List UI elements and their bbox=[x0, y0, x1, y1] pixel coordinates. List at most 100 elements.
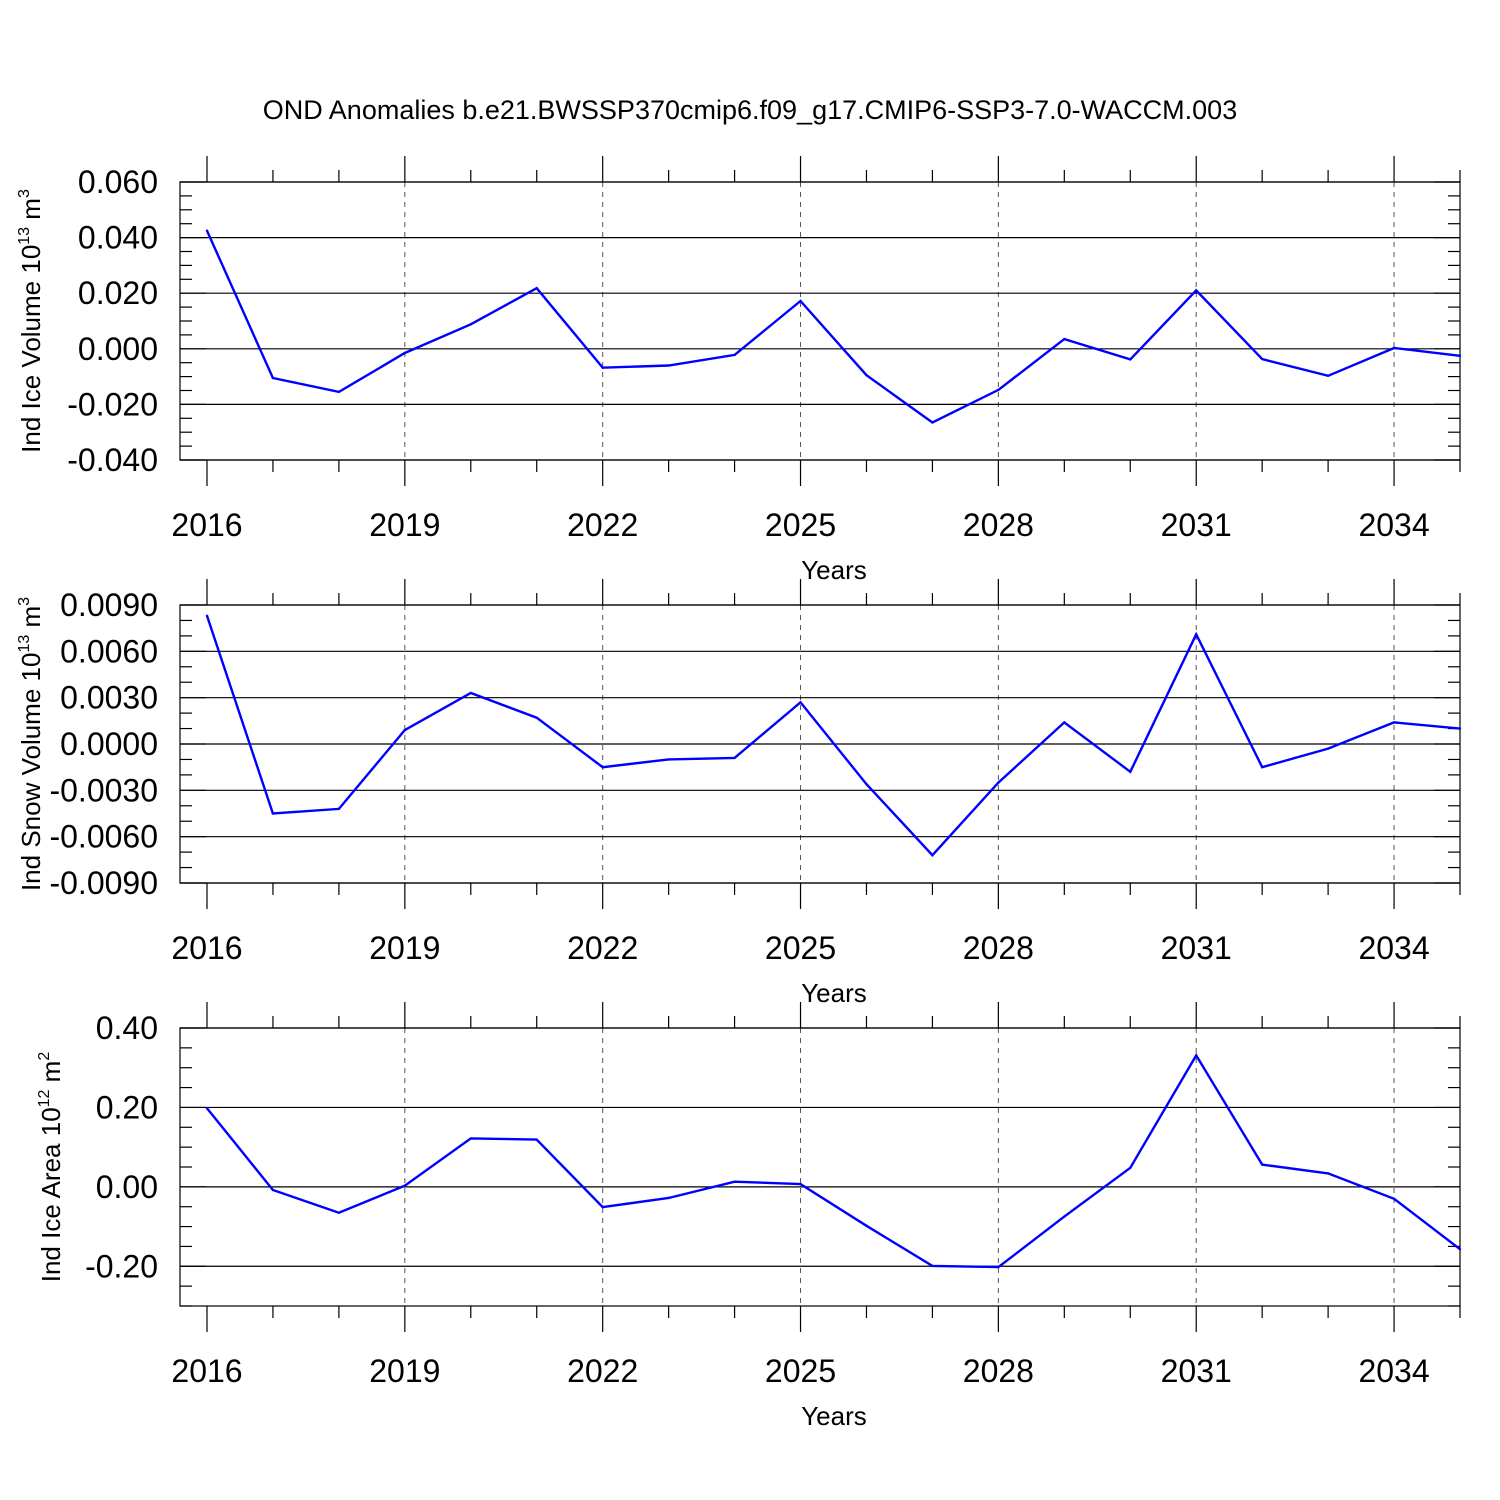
data-point bbox=[997, 1265, 1000, 1269]
data-point bbox=[601, 1205, 604, 1209]
y-axis-label: Ind Snow Volume 1013 m3 bbox=[16, 597, 46, 891]
data-point bbox=[733, 353, 736, 357]
data-point bbox=[337, 390, 341, 394]
data-point bbox=[601, 765, 604, 769]
y-tick-label: 0.20 bbox=[96, 1089, 158, 1125]
data-point bbox=[1392, 1197, 1396, 1200]
data-point bbox=[799, 1182, 802, 1186]
data-point bbox=[1458, 727, 1462, 730]
data-point bbox=[271, 1188, 275, 1192]
data-point bbox=[1326, 374, 1330, 377]
x-axis-label: Years bbox=[801, 555, 867, 585]
x-tick-label: 2034 bbox=[1358, 930, 1429, 966]
data-point bbox=[667, 1196, 670, 1200]
x-tick-label: 2019 bbox=[369, 1353, 440, 1389]
panel-2: 2016 2019 2022 2025 2028 2031 2034 -0.0090 -0.00… bbox=[16, 579, 1462, 1008]
data-point bbox=[1458, 354, 1462, 357]
data-point bbox=[1129, 1166, 1132, 1169]
y-tick-label: 0.020 bbox=[78, 275, 158, 311]
y-axis-label-unit: m bbox=[36, 1061, 66, 1090]
y-tick-label: -0.0030 bbox=[49, 772, 158, 808]
data-point bbox=[271, 812, 275, 815]
panel-1: 2016 2019 2022 2025 2028 2031 2034 -0.040 -0.020… bbox=[16, 156, 1462, 585]
data-point bbox=[1260, 1163, 1264, 1166]
data-point bbox=[469, 323, 472, 326]
y-tick-label: 0.0030 bbox=[60, 680, 158, 716]
y-tick-label: -0.0090 bbox=[49, 865, 158, 901]
data-point bbox=[337, 1211, 341, 1214]
data-point bbox=[205, 1107, 209, 1110]
data-point bbox=[403, 1184, 407, 1187]
x-tick-label: 2034 bbox=[1358, 1353, 1429, 1389]
x-axis-label: Years bbox=[801, 978, 867, 1008]
data-point bbox=[865, 782, 868, 786]
y-tick-label: 0.0000 bbox=[60, 726, 158, 762]
x-tick-label: 2016 bbox=[171, 507, 242, 543]
data-point bbox=[931, 421, 934, 424]
data-point bbox=[865, 1224, 868, 1227]
y-tick-label: 0.000 bbox=[78, 331, 158, 367]
data-point bbox=[667, 758, 670, 761]
x-tick-label: 2031 bbox=[1161, 507, 1232, 543]
series-line bbox=[206, 1053, 1461, 1269]
x-tick-label: 2028 bbox=[963, 1353, 1034, 1389]
data-point bbox=[271, 376, 275, 380]
y-axis-label: Ind Ice Volume 1013 m3 bbox=[16, 189, 46, 453]
data-point bbox=[1195, 1054, 1198, 1057]
data-point bbox=[1260, 357, 1264, 361]
data-point bbox=[1063, 1215, 1066, 1218]
data-point bbox=[1392, 721, 1396, 724]
data-point bbox=[1063, 721, 1066, 724]
y-tick-label: -0.040 bbox=[67, 442, 158, 478]
data-point bbox=[205, 229, 209, 232]
x-tick-label: 2019 bbox=[369, 507, 440, 543]
x-tick-label: 2016 bbox=[171, 1353, 242, 1389]
y-axis-label-exponent: 12 bbox=[36, 1089, 53, 1107]
x-tick-label: 2019 bbox=[369, 930, 440, 966]
x-tick-label: 2034 bbox=[1358, 507, 1429, 543]
data-point bbox=[535, 286, 538, 290]
data-point bbox=[1260, 765, 1264, 769]
data-point bbox=[799, 701, 802, 704]
data-point bbox=[403, 351, 407, 355]
x-tick-label: 2022 bbox=[567, 930, 638, 966]
series-line bbox=[205, 230, 1461, 424]
y-tick-label: -0.0060 bbox=[49, 819, 158, 855]
data-point bbox=[535, 716, 538, 719]
data-point bbox=[1129, 358, 1132, 361]
x-tick-label: 2025 bbox=[765, 1353, 836, 1389]
data-point bbox=[337, 807, 341, 811]
x-tick-label: 2022 bbox=[567, 1353, 638, 1389]
y-tick-label: 0.040 bbox=[78, 220, 158, 256]
x-tick-label: 2025 bbox=[765, 507, 836, 543]
y-axis-label: Ind Ice Area 1012 m2 bbox=[36, 1052, 66, 1283]
data-point bbox=[535, 1138, 538, 1141]
data-point bbox=[601, 366, 604, 369]
data-point bbox=[799, 299, 802, 303]
data-point bbox=[733, 756, 736, 760]
series-line bbox=[205, 615, 1461, 857]
data-point bbox=[1195, 289, 1198, 292]
data-point bbox=[667, 364, 670, 367]
y-tick-label: 0.40 bbox=[96, 1010, 158, 1046]
y-tick-label: 0.0090 bbox=[60, 587, 158, 623]
data-point bbox=[997, 781, 1000, 784]
y-axis-label-main: Ind Ice Area 10 bbox=[36, 1107, 66, 1282]
panels: 2016 2019 2022 2025 2028 2031 2034 -0.040 -0.020… bbox=[16, 156, 1462, 1431]
x-tick-label: 2016 bbox=[171, 930, 242, 966]
x-tick-label: 2031 bbox=[1161, 1353, 1232, 1389]
y-tick-label: 0.0060 bbox=[60, 633, 158, 669]
x-tick-label: 2022 bbox=[567, 507, 638, 543]
y-axis-label-unit-exponent: 3 bbox=[16, 597, 33, 606]
figure-title: OND Anomalies b.e21.BWSSP370cmip6.f09_g1… bbox=[263, 95, 1237, 125]
y-axis-label-main: Ind Ice Volume 10 bbox=[16, 245, 46, 453]
data-point bbox=[1392, 346, 1396, 350]
x-tick-label: 2031 bbox=[1161, 930, 1232, 966]
y-axis-label-exponent: 13 bbox=[16, 635, 33, 653]
y-axis-label-unit: m bbox=[16, 606, 46, 635]
data-point bbox=[1458, 1248, 1462, 1251]
y-tick-label: 0.00 bbox=[96, 1169, 158, 1205]
y-tick-label: -0.020 bbox=[67, 386, 158, 422]
y-axis-label-exponent: 13 bbox=[16, 227, 33, 245]
